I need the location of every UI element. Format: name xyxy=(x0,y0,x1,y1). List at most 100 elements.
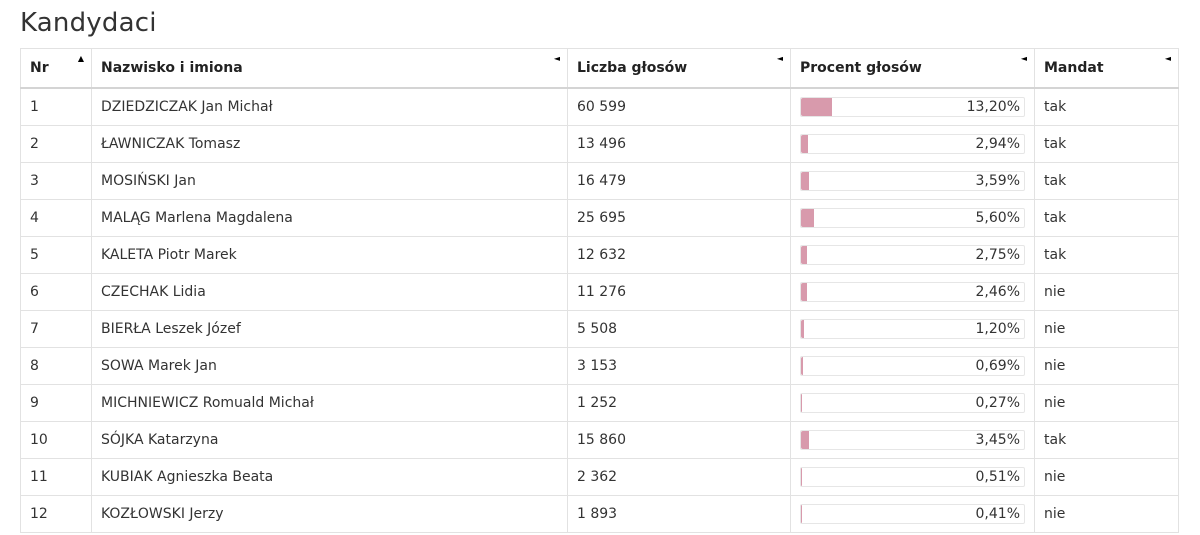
column-label-votes: Liczba głosów xyxy=(577,60,688,76)
cell-name: MALĄG Marlena Magdalena xyxy=(91,199,568,237)
cell-votes: 1 252 xyxy=(567,384,791,422)
percent-label: 0,41% xyxy=(975,506,1020,522)
percent-bar-fill xyxy=(801,357,803,375)
sort-icon[interactable]: ◄ xyxy=(1020,54,1027,63)
percent-bar-fill xyxy=(801,283,807,301)
cell-votes: 1 893 xyxy=(567,495,791,533)
cell-votes: 3 153 xyxy=(567,347,791,385)
header-row: Nr ▲ Nazwisko i imiona ◄ Liczba głosów ◄… xyxy=(20,48,1179,89)
percent-label: 13,20% xyxy=(966,99,1020,115)
sort-icon[interactable]: ◄ xyxy=(776,54,783,63)
percent-label: 0,51% xyxy=(975,469,1020,485)
sort-ascending-icon[interactable]: ▲ xyxy=(77,54,84,63)
percent-bar-fill xyxy=(801,431,810,449)
sort-icon[interactable]: ◄ xyxy=(553,54,560,63)
cell-mandate: nie xyxy=(1034,273,1179,311)
cell-name: KALETA Piotr Marek xyxy=(91,236,568,274)
cell-nr: 8 xyxy=(20,347,92,385)
cell-percent: 2,75% xyxy=(790,236,1035,274)
percent-bar-fill xyxy=(801,394,802,412)
percent-label: 2,75% xyxy=(975,247,1020,263)
table-row: 12 KOZŁOWSKI Jerzy 1 893 0,41% nie xyxy=(20,495,1179,533)
column-header-percent[interactable]: Procent głosów ◄ xyxy=(790,48,1035,89)
percent-label: 0,69% xyxy=(975,358,1020,374)
cell-name: SOWA Marek Jan xyxy=(91,347,568,385)
cell-mandate: tak xyxy=(1034,87,1179,126)
percent-label: 2,46% xyxy=(975,284,1020,300)
table-row: 2 ŁAWNICZAK Tomasz 13 496 2,94% tak xyxy=(20,125,1179,163)
percent-bar-fill xyxy=(801,209,815,227)
cell-mandate: nie xyxy=(1034,384,1179,422)
cell-nr: 2 xyxy=(20,125,92,163)
cell-mandate: tak xyxy=(1034,162,1179,200)
percent-bar-fill xyxy=(801,320,804,338)
percent-label: 2,94% xyxy=(975,136,1020,152)
cell-name: CZECHAK Lidia xyxy=(91,273,568,311)
table-row: 8 SOWA Marek Jan 3 153 0,69% nie xyxy=(20,347,1179,385)
table-body: 1 DZIEDZICZAK Jan Michał 60 599 13,20% tak 2 Ł… xyxy=(20,87,1179,533)
column-label-nr: Nr xyxy=(30,60,49,76)
table-row: 9 MICHNIEWICZ Romuald Michał 1 252 0,27% nie xyxy=(20,384,1179,422)
table-row: 1 DZIEDZICZAK Jan Michał 60 599 13,20% tak xyxy=(20,87,1179,126)
table-row: 4 MALĄG Marlena Magdalena 25 695 5,60% tak xyxy=(20,199,1179,237)
percent-bar-fill xyxy=(801,505,802,523)
cell-percent: 0,27% xyxy=(790,384,1035,422)
cell-mandate: tak xyxy=(1034,125,1179,163)
cell-mandate: nie xyxy=(1034,458,1179,496)
column-header-mandate[interactable]: Mandat ◄ xyxy=(1034,48,1179,89)
percent-bar: 3,45% xyxy=(800,430,1025,450)
cell-votes: 5 508 xyxy=(567,310,791,348)
percent-bar: 2,46% xyxy=(800,282,1025,302)
percent-bar-fill xyxy=(801,468,803,486)
table-row: 7 BIERŁA Leszek Józef 5 508 1,20% nie xyxy=(20,310,1179,348)
cell-votes: 15 860 xyxy=(567,421,791,459)
table-row: 5 KALETA Piotr Marek 12 632 2,75% tak xyxy=(20,236,1179,274)
cell-mandate: nie xyxy=(1034,495,1179,533)
sort-icon[interactable]: ◄ xyxy=(1164,54,1171,63)
percent-bar: 2,94% xyxy=(800,134,1025,154)
cell-nr: 10 xyxy=(20,421,92,459)
cell-votes: 12 632 xyxy=(567,236,791,274)
column-label-mandate: Mandat xyxy=(1044,60,1104,76)
percent-bar-fill xyxy=(801,135,808,153)
cell-mandate: tak xyxy=(1034,236,1179,274)
cell-percent: 0,41% xyxy=(790,495,1035,533)
table-header: Nr ▲ Nazwisko i imiona ◄ Liczba głosów ◄… xyxy=(20,48,1179,89)
percent-bar: 3,59% xyxy=(800,171,1025,191)
cell-name: SÓJKA Katarzyna xyxy=(91,421,568,459)
cell-percent: 0,69% xyxy=(790,347,1035,385)
percent-bar: 5,60% xyxy=(800,208,1025,228)
column-label-percent: Procent głosów xyxy=(800,60,922,76)
cell-nr: 11 xyxy=(20,458,92,496)
cell-nr: 3 xyxy=(20,162,92,200)
cell-percent: 2,94% xyxy=(790,125,1035,163)
percent-label: 3,45% xyxy=(975,432,1020,448)
cell-nr: 12 xyxy=(20,495,92,533)
cell-nr: 7 xyxy=(20,310,92,348)
column-label-name: Nazwisko i imiona xyxy=(101,60,243,76)
column-header-nr[interactable]: Nr ▲ xyxy=(20,48,92,89)
percent-bar: 1,20% xyxy=(800,319,1025,339)
cell-votes: 60 599 xyxy=(567,87,791,126)
cell-percent: 5,60% xyxy=(790,199,1035,237)
cell-name: ŁAWNICZAK Tomasz xyxy=(91,125,568,163)
percent-label: 5,60% xyxy=(975,210,1020,226)
cell-name: KOZŁOWSKI Jerzy xyxy=(91,495,568,533)
table-row: 10 SÓJKA Katarzyna 15 860 3,45% tak xyxy=(20,421,1179,459)
percent-bar: 0,69% xyxy=(800,356,1025,376)
percent-bar: 0,27% xyxy=(800,393,1025,413)
cell-name: MOSIŃSKI Jan xyxy=(91,162,568,200)
table-row: 3 MOSIŃSKI Jan 16 479 3,59% tak xyxy=(20,162,1179,200)
page-title: Kandydaci xyxy=(20,8,157,38)
cell-mandate: tak xyxy=(1034,199,1179,237)
cell-percent: 2,46% xyxy=(790,273,1035,311)
cell-votes: 11 276 xyxy=(567,273,791,311)
cell-name: KUBIAK Agnieszka Beata xyxy=(91,458,568,496)
column-header-name[interactable]: Nazwisko i imiona ◄ xyxy=(91,48,568,89)
cell-nr: 4 xyxy=(20,199,92,237)
cell-percent: 3,59% xyxy=(790,162,1035,200)
column-header-votes[interactable]: Liczba głosów ◄ xyxy=(567,48,791,89)
percent-label: 0,27% xyxy=(975,395,1020,411)
cell-mandate: nie xyxy=(1034,347,1179,385)
